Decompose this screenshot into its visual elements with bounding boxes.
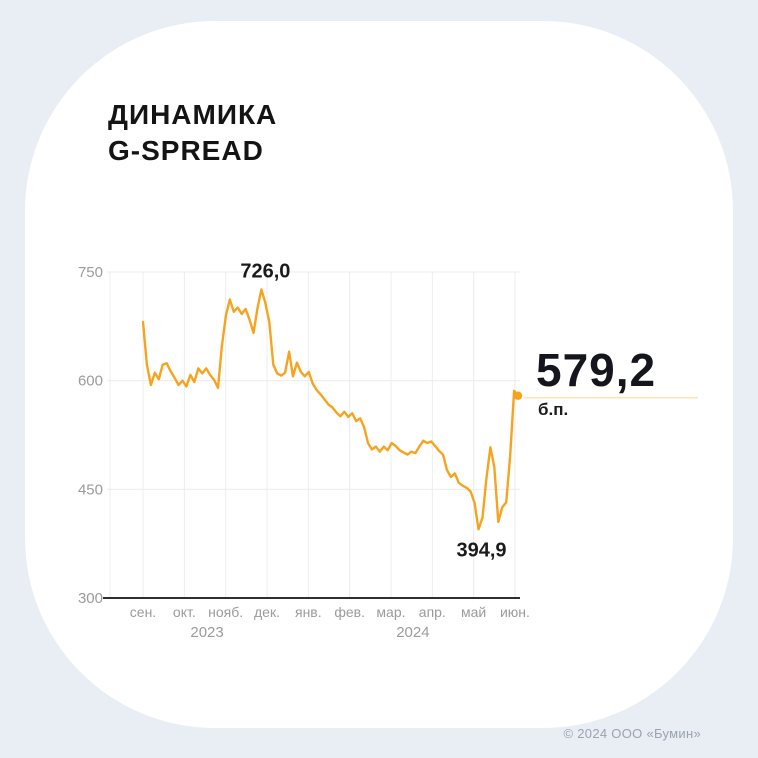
y-tick-label: 600 <box>78 373 103 390</box>
x-month-label: мар. <box>376 604 405 620</box>
x-year-label: 2023 <box>190 624 223 641</box>
x-year-label: 2024 <box>396 624 429 641</box>
y-tick-label: 750 <box>78 264 103 281</box>
x-month-label: июн. <box>500 604 530 620</box>
current-value-unit: б.п. <box>538 400 569 419</box>
current-value: 579,2 <box>536 344 657 396</box>
y-tick-label: 450 <box>78 481 103 498</box>
page-title-line1: ДИНАМИКА <box>108 99 278 130</box>
page-title-line2: G-SPREAD <box>108 135 264 166</box>
x-month-label: фев. <box>334 604 365 620</box>
x-month-label: апр. <box>419 604 446 620</box>
series-line <box>141 288 520 531</box>
min-value-label: 394,9 <box>456 539 506 561</box>
x-month-label: дек. <box>254 604 280 620</box>
copyright-text: © 2024 ООО «Бумин» <box>563 726 701 741</box>
y-tick-label: 300 <box>78 590 103 607</box>
x-month-label: май <box>461 604 486 620</box>
page-title: ДИНАМИКА G-SPREAD <box>108 97 277 169</box>
x-month-label: окт. <box>173 604 196 620</box>
max-value-label: 726,0 <box>240 260 290 282</box>
x-month-label: янв. <box>295 604 322 620</box>
x-month-label: сен. <box>130 604 156 620</box>
series-end-dot <box>513 391 523 400</box>
x-month-label: нояб. <box>208 604 243 620</box>
